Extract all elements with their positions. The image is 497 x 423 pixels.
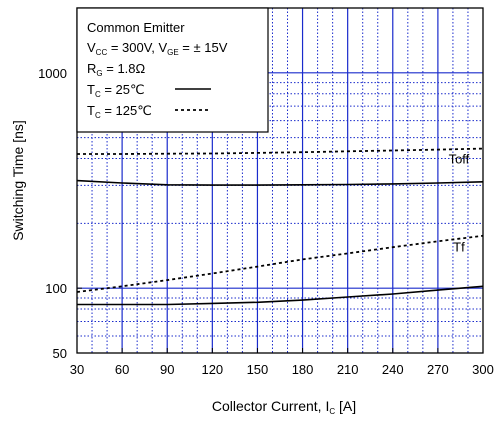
y-tick-label: 100	[45, 281, 67, 296]
series-group: Toff Tf	[76, 147, 484, 306]
x-tick-label: 240	[382, 362, 404, 377]
series-label-tf: Tf	[453, 240, 465, 255]
x-axis-title: Collector Current, IC [A]	[212, 398, 356, 416]
legend-line-4: TC = 25℃	[87, 82, 145, 99]
x-tick-label: 120	[201, 362, 223, 377]
x-tick-label: 60	[115, 362, 129, 377]
series-line-toff-25c	[76, 179, 484, 186]
x-tick-label: 30	[70, 362, 84, 377]
legend: Common Emitter VCC = 300V, VGE = ± 15V RG …	[76, 7, 269, 133]
legend-line-5: TC = 125℃	[87, 103, 152, 120]
series-line-tf-125c	[76, 234, 484, 293]
series-label-toff: Toff	[449, 151, 470, 166]
x-tick-label: 180	[292, 362, 314, 377]
y-axis-title: Switching Time [ns]	[10, 120, 26, 241]
x-tick-label: 150	[247, 362, 269, 377]
y-tick-label: 50	[53, 346, 67, 361]
plot-frame	[76, 7, 484, 354]
x-tick-label: 300	[472, 362, 494, 377]
legend-line-3: RG = 1.8Ω	[87, 61, 146, 78]
legend-line-2: VCC = 300V, VGE = ± 15V	[87, 40, 228, 57]
x-tick-label: 90	[160, 362, 174, 377]
x-tick-label: 210	[337, 362, 359, 377]
x-tick-label: 270	[427, 362, 449, 377]
y-tick-label: 1000	[38, 66, 67, 81]
legend-box	[76, 7, 269, 133]
series-line-tf-25c	[77, 285, 484, 306]
legend-line-1: Common Emitter	[87, 20, 185, 35]
series-line-toff-125c	[77, 147, 484, 155]
